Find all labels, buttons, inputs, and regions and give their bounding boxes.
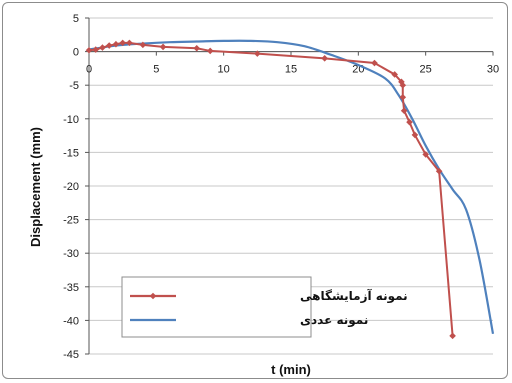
data-point-experimental xyxy=(422,151,429,158)
data-point-experimental xyxy=(400,107,408,115)
legend-box xyxy=(121,276,312,338)
data-point-experimental xyxy=(112,40,120,48)
data-point-experimental xyxy=(254,50,261,57)
x-tick-label: 30 xyxy=(487,64,499,76)
legend: نمونه آزمایشگاهی نمونه عددی xyxy=(121,276,408,338)
y-tick-label: -15 xyxy=(63,147,79,159)
x-tick-label: 5 xyxy=(153,64,159,76)
data-point-experimental xyxy=(449,332,456,340)
data-point-experimental xyxy=(99,44,106,51)
data-point-experimental xyxy=(92,46,100,53)
axes xyxy=(85,17,494,355)
y-tick-label: -10 xyxy=(63,114,79,126)
data-point-experimental xyxy=(139,41,147,49)
data-point-experimental xyxy=(126,39,133,47)
x-axis-title: t (min) xyxy=(271,362,311,377)
y-tick-label: -40 xyxy=(63,315,79,327)
data-point-experimental xyxy=(391,71,398,78)
legend-entry-numerical-label: نمونه عددی xyxy=(300,313,368,328)
data-point-experimental xyxy=(119,39,126,47)
x-tick-label: 10 xyxy=(218,64,230,76)
y-tick-label: -25 xyxy=(63,215,79,227)
data-point-experimental xyxy=(406,118,413,126)
data-point-experimental xyxy=(399,81,407,89)
y-tick-label: -45 xyxy=(63,349,79,361)
y-tick-label: -35 xyxy=(63,282,79,294)
y-tick-label: -20 xyxy=(63,181,79,193)
tick-labels: 50-5-10-15-20-25-30-35-40-450 5 10 15 20 25 30 xyxy=(63,13,499,361)
data-point-experimental xyxy=(399,93,407,101)
data-point-experimental xyxy=(105,42,113,49)
data-point-experimental xyxy=(193,44,201,52)
legend-entry-experimental-marker xyxy=(149,292,157,300)
y-tick-label: 0 xyxy=(73,47,79,59)
y-tick-label: -30 xyxy=(63,248,79,260)
x-tick-label: 0 xyxy=(86,64,92,76)
data-point-experimental xyxy=(435,167,443,175)
y-axis-title: Displacement (mm) xyxy=(28,127,43,247)
data-point-experimental xyxy=(159,43,167,51)
y-tick-label: -5 xyxy=(69,80,79,92)
x-tick-label: 25 xyxy=(420,64,432,76)
data-point-experimental xyxy=(321,55,328,62)
y-tick-label: 5 xyxy=(73,13,79,25)
x-tick-label: 15 xyxy=(285,64,297,76)
legend-entry-experimental-label: نمونه آزمایشگاهی xyxy=(300,288,408,304)
data-point-experimental xyxy=(206,47,214,55)
data-point-experimental xyxy=(85,46,93,54)
data-point-experimental xyxy=(411,131,419,139)
data-series xyxy=(85,39,495,340)
data-point-experimental xyxy=(371,59,378,67)
